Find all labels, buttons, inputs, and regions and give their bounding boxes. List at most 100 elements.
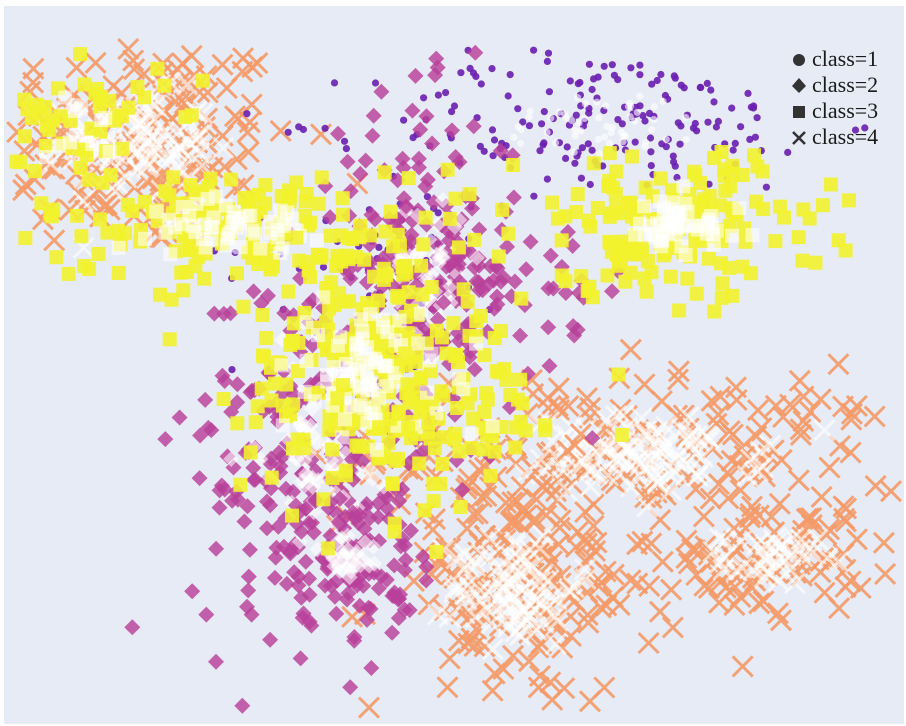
class-3-point [514, 291, 529, 306]
class-3-point [367, 351, 382, 366]
class-1-point [594, 135, 603, 143]
class-4-point [788, 369, 811, 392]
class-4-point [667, 360, 690, 383]
class-1-point [536, 147, 544, 155]
class-3-point [138, 231, 152, 246]
class-2-point [259, 520, 275, 537]
class-1-point [744, 89, 752, 97]
class-1-point [568, 116, 576, 124]
class-4-point [579, 396, 602, 419]
class-3-point [182, 208, 197, 223]
class-3-point [299, 353, 314, 368]
class-2-point [339, 153, 356, 170]
class-3-point [334, 228, 349, 243]
class-2-point [540, 319, 557, 336]
class-2-point [341, 569, 358, 586]
class-3-point [310, 233, 324, 248]
class-3-point [609, 200, 623, 215]
class-3-point [426, 494, 441, 509]
class-3-point [163, 247, 178, 262]
class-4-point [725, 388, 748, 412]
class-3-point [265, 259, 280, 274]
class-2-point [418, 558, 435, 575]
class-2-point [447, 149, 464, 165]
class-3-point [387, 366, 402, 380]
class-4-point [528, 570, 551, 593]
class-1-point [545, 88, 554, 96]
class-1-point [466, 64, 474, 72]
class-4-point [717, 487, 740, 510]
class-2-point [203, 422, 220, 439]
class-1-point [488, 126, 497, 134]
class-1-point [530, 46, 538, 54]
class-3-point [495, 202, 510, 217]
class-3-point [153, 287, 168, 302]
class-2-point [427, 67, 444, 84]
class-3-point [273, 246, 288, 261]
class-4-point [759, 434, 782, 457]
class-4-point [483, 662, 506, 685]
class-2-point [569, 321, 586, 338]
class-3-point [137, 90, 152, 105]
class-3-point [483, 468, 498, 483]
class-3-point [100, 225, 115, 240]
class-4-point [619, 475, 643, 498]
class-2-point [407, 67, 424, 84]
class-1-point [593, 98, 601, 106]
class-2-point [424, 135, 441, 152]
class-4-point [470, 485, 493, 508]
class-4-point [585, 531, 608, 554]
class-3-point [243, 208, 258, 223]
class-2-point [512, 327, 529, 344]
class-1-point [371, 79, 380, 87]
class-2-point [356, 520, 373, 537]
class-4-point [790, 528, 813, 551]
class-3-point [42, 122, 57, 137]
class-4-point [608, 593, 631, 616]
class-2-point [397, 551, 414, 568]
class-3-point [157, 78, 172, 93]
class-4-point [651, 550, 674, 573]
class-3-point [506, 158, 521, 172]
class-4-point [816, 547, 839, 570]
class-2-point [240, 568, 257, 585]
class-1-point [691, 119, 699, 128]
class-3-point [665, 202, 679, 217]
class-2-point [354, 465, 371, 482]
class-3-point [120, 197, 135, 212]
class-1-point [646, 134, 655, 142]
class-2-point [342, 270, 359, 287]
class-3-point [401, 420, 416, 435]
class-2-point [545, 280, 562, 297]
class-1-point [677, 81, 685, 89]
class-3-point [497, 362, 512, 377]
class-3-point [388, 454, 403, 468]
class-1-point [577, 174, 586, 182]
class-4-point [619, 569, 642, 592]
class-2-point [501, 399, 518, 416]
class-4-point [686, 464, 709, 487]
class-1-point [602, 102, 610, 110]
class-3-point [768, 234, 783, 249]
class-3-point [745, 228, 760, 243]
class-4-point [577, 611, 600, 634]
class-3-point [464, 441, 479, 455]
class-3-point [582, 283, 597, 298]
class-2-point [404, 102, 421, 119]
class-2-point [300, 468, 317, 484]
class-3-point [274, 358, 289, 373]
class-3-point [353, 398, 368, 413]
class-2-point [191, 470, 208, 487]
class-3-point [49, 250, 64, 265]
class-2-point [454, 481, 471, 498]
class-4-point [547, 377, 570, 400]
class-3-point [150, 61, 165, 76]
class-3-point [264, 393, 279, 408]
class-3-point [291, 335, 306, 350]
class-1-point [599, 162, 607, 170]
class-4-point [475, 484, 498, 508]
class-2-point [262, 631, 279, 648]
class-2-point [450, 256, 467, 273]
class-4-point [697, 576, 720, 600]
class-4-point [864, 474, 887, 497]
